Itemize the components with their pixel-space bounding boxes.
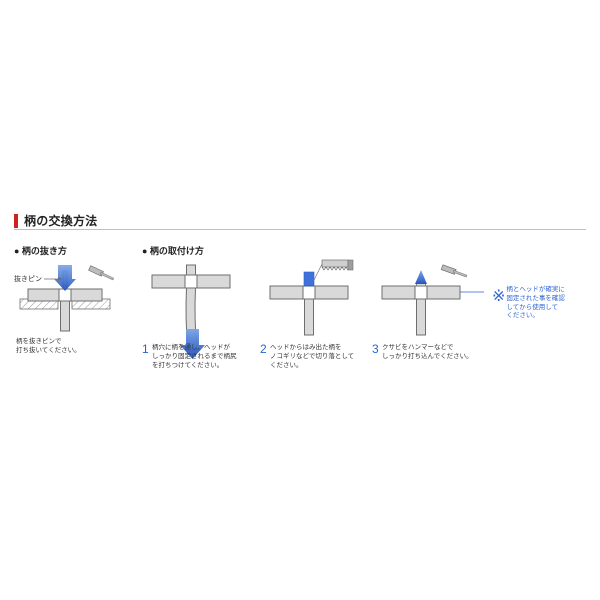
heading-accent-bar [14,214,18,228]
step2-caption: ヘッドからはみ出た柄を ノコギリなどで切り落として ください。 [270,344,354,370]
step3-number: 3 [372,342,379,356]
diagram-step2 [260,256,368,346]
step1-caption: 柄穴に柄を通し、ヘッドが しっかり固定されるまで柄尻 を打ちつけてください。 [152,344,237,370]
note-text: 柄とヘッドが確実に 固定された事を確認 してから使用して ください。 [506,286,565,321]
panel-step2: 2 ヘッドからはみ出た柄を ノコギリなどで切り落として ください。 [260,244,372,384]
diagram-step3 [372,256,488,346]
heading-rule [14,229,586,230]
remove-caption: 柄を抜きピンで 打ち抜いてください。 [16,338,81,356]
note-mark: ※ [492,286,505,321]
section-heading: 柄の交換方法 [14,212,97,229]
attach-subtitle: ● 柄の取付け方 [142,244,260,257]
saw-icon [314,260,353,280]
hammer-icon [441,265,467,279]
panel-remove: ● 柄の抜き方 抜きピン [14,244,142,384]
panel-note: ※ 柄とヘッドが確実に 固定された事を確認 してから使用して ください。 [492,244,592,384]
hammer-icon [89,266,115,282]
panel-step3: 3 クサビをハンマーなどで しっかり打ち込んでください。 [372,244,492,384]
heading-title: 柄の交換方法 [24,212,97,229]
diagram-remove [14,259,134,345]
pin-label: 抜きピン [14,274,42,284]
wedge-icon [415,270,427,284]
step2-number: 2 [260,342,267,356]
panel-row: ● 柄の抜き方 抜きピン [14,244,588,384]
stage: 柄の交換方法 ● 柄の抜き方 抜きピン [0,0,600,600]
step3-caption: クサビをハンマーなどで しっかり打ち込んでください。 [382,344,473,362]
remove-subtitle: ● 柄の抜き方 [14,244,142,257]
step1-number: 1 [142,342,149,356]
panel-step1: ● 柄の取付け方 1 柄穴に柄 [142,244,260,384]
